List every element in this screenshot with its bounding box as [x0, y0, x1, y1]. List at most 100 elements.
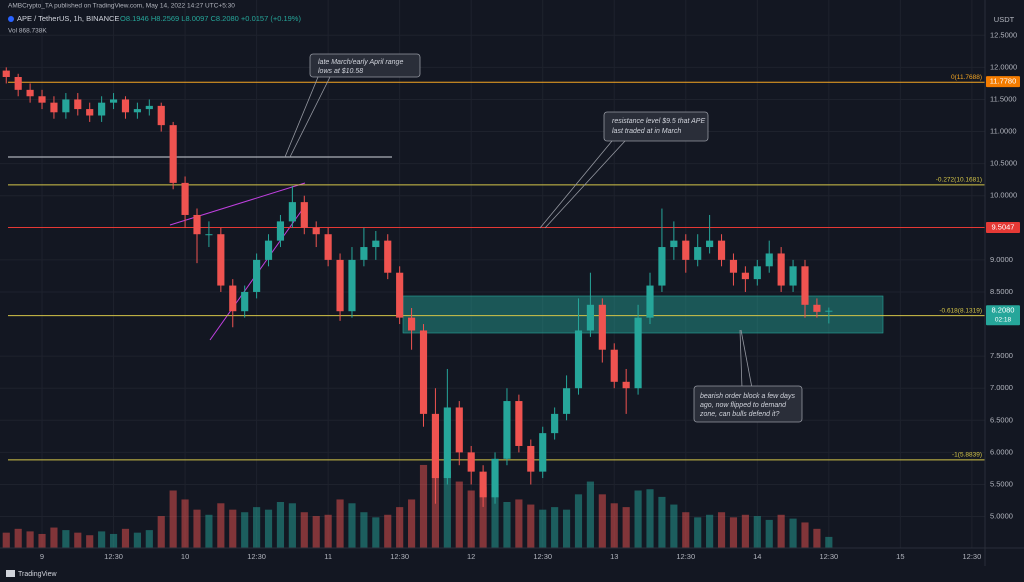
- price-countdown: 02:18: [995, 316, 1012, 323]
- price-label: 9.5047: [992, 222, 1015, 231]
- volume-bar: [62, 530, 70, 548]
- volume-bar: [324, 514, 332, 548]
- candle-body: [2, 70, 10, 78]
- price-label: 8.2080: [992, 306, 1015, 315]
- callout-text: last traded at in March: [612, 128, 681, 135]
- logo: [6, 570, 15, 577]
- candle-body: [443, 407, 451, 479]
- price-label-box: [986, 221, 1020, 233]
- y-tick-label: 7.0000: [990, 383, 1013, 392]
- candle-body: [62, 99, 70, 113]
- volume-bar: [717, 512, 726, 548]
- candle-body: [181, 182, 189, 215]
- volume-bar: [682, 512, 690, 548]
- volume-bar: [384, 514, 392, 548]
- candle-body: [455, 407, 463, 453]
- levels: 0(11.7688) -0.272(10.1681) -0.618(8.1319) -…: [8, 74, 985, 461]
- candle-body: [26, 89, 34, 97]
- volume-bar: [86, 535, 94, 548]
- axis-labels: 12.5000 12.0000 11.5000 11.0000 10.5000 10.00…: [40, 30, 1020, 561]
- demand-zone: [402, 295, 884, 334]
- volume-bar: [753, 516, 761, 548]
- candle-body: [562, 388, 571, 414]
- fib-label: -1(5.8839): [952, 452, 982, 459]
- callout: bearish order block a few days ago, now …: [693, 329, 803, 423]
- volume-bar: [372, 517, 380, 548]
- volume-bar: [789, 518, 797, 548]
- y-tick-label: 6.0000: [990, 447, 1013, 456]
- candle-body: [491, 458, 499, 498]
- y-tick-label: 9.0000: [990, 255, 1013, 264]
- volume-bar: [121, 528, 130, 548]
- volume-bar: [253, 507, 261, 548]
- candle-body: [348, 259, 356, 312]
- callout-box: [603, 111, 709, 142]
- volume-bar: [539, 509, 547, 548]
- candle-body: [503, 401, 511, 459]
- volume-bar: [586, 481, 594, 548]
- x-tick-label: 12:30: [962, 552, 981, 561]
- volume-bar: [264, 509, 273, 548]
- candle-body: [121, 99, 130, 113]
- candle-body: [396, 272, 404, 318]
- callout-text: late March/early April range: [318, 59, 403, 66]
- candle-body: [384, 240, 392, 273]
- candle-body: [74, 99, 82, 110]
- candle-body: [336, 259, 344, 312]
- candle-body: [574, 330, 583, 389]
- volume-bar: [729, 517, 738, 548]
- volume-bar: [145, 530, 153, 548]
- callout-box: [693, 385, 803, 423]
- volume-bar: [288, 503, 296, 548]
- callout-box: [309, 53, 421, 78]
- y-tick-label: 11.0000: [990, 127, 1017, 136]
- callout: resistance level $9.5 that APE last trad…: [539, 111, 709, 229]
- candle-body: [586, 304, 594, 331]
- volume-bar: [50, 527, 58, 548]
- volume-bar: [658, 496, 666, 548]
- candle-body: [753, 266, 761, 280]
- candle-body: [288, 202, 296, 222]
- candle-body: [765, 253, 773, 267]
- volume-bar: [694, 517, 702, 548]
- volume-bar: [527, 504, 535, 548]
- volume-bar: [801, 522, 809, 548]
- candle-body: [789, 266, 797, 286]
- candle-body: [419, 330, 428, 414]
- candle-body: [729, 259, 738, 273]
- candle-body: [551, 413, 559, 434]
- volume-bar: [193, 509, 201, 548]
- candle-body: [515, 401, 523, 446]
- candle-body: [169, 125, 177, 183]
- x-tick-label: 12:30: [104, 552, 123, 561]
- y-tick-label: 12.5000: [990, 30, 1017, 39]
- x-tick-label: 15: [896, 552, 904, 561]
- y-tick-label: 8.5000: [990, 287, 1013, 296]
- fib-label: 0(11.7688): [951, 74, 982, 81]
- fib-label: -0.272(10.1681): [936, 177, 982, 184]
- callout-text: ago, now flipped to demand: [700, 402, 787, 409]
- volume-bar: [241, 512, 249, 548]
- trendline: [169, 182, 306, 226]
- volume-bar: [443, 471, 451, 548]
- callout: late March/early April range lows at $10…: [284, 53, 421, 158]
- footer: TradingView: [18, 571, 57, 578]
- callout-pointer: [284, 76, 331, 158]
- candle-body: [253, 259, 261, 292]
- candle-body: [801, 266, 809, 305]
- candle-body: [539, 433, 547, 472]
- candle-body: [38, 96, 46, 103]
- candle-body: [431, 413, 440, 479]
- volume-bar: [765, 519, 773, 548]
- y-tick-label: 10.0000: [990, 191, 1017, 200]
- candle-body: [694, 247, 702, 260]
- candle-body: [360, 247, 368, 260]
- candle-body: [670, 240, 678, 248]
- candle-body: [622, 381, 630, 389]
- volume-bar: [670, 504, 678, 548]
- volume-bar: [360, 512, 368, 548]
- y-tick-label: 11.5000: [990, 94, 1017, 103]
- x-tick-label: 10: [181, 552, 189, 561]
